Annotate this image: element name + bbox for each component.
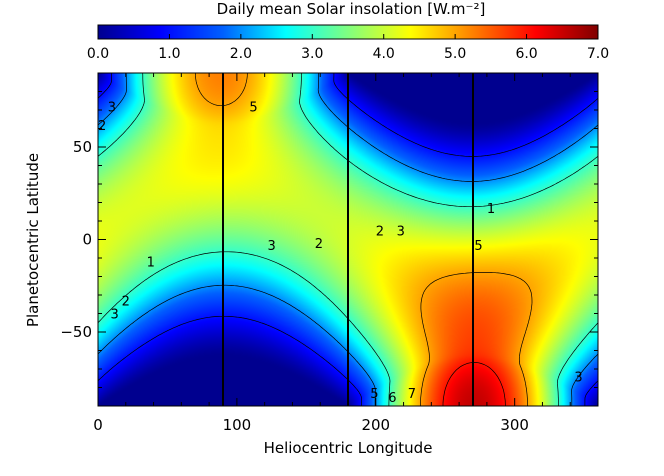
contour-level-5 xyxy=(194,72,533,407)
contour-label: 2 xyxy=(98,119,106,134)
chart-title: Daily mean Solar insolation [W.m⁻²] xyxy=(217,0,486,18)
contour-label: 5 xyxy=(474,239,482,254)
contour-label: 7 xyxy=(408,387,416,402)
contour-label: 1 xyxy=(487,202,495,217)
y-axis-ticks: −50 0 50 xyxy=(60,91,598,388)
colorbar-tick-label: 3.0 xyxy=(301,46,323,62)
contour-label: 3 xyxy=(267,239,275,254)
x-tick-label: 300 xyxy=(500,416,529,434)
contour-label: 6 xyxy=(388,391,396,406)
contour-level-1 xyxy=(97,73,599,406)
colorbar-tick-label: 5.0 xyxy=(444,46,466,62)
x-tick-label: 200 xyxy=(361,416,390,434)
y-tick-label: −50 xyxy=(60,323,92,341)
season-lines xyxy=(222,73,474,406)
contour-label: 3 xyxy=(108,100,116,115)
x-tick-label: 0 xyxy=(93,416,103,434)
y-tick-label: 0 xyxy=(82,231,92,249)
colorbar-tick-label: 4.0 xyxy=(373,46,395,62)
contour-level-6 xyxy=(442,362,506,407)
contour-label: 3 xyxy=(111,308,119,323)
y-axis-label: Planetocentric Latitude xyxy=(24,153,42,327)
colorbar-tick-label: 1.0 xyxy=(158,46,180,62)
contour-label: 2 xyxy=(315,237,323,252)
contour-label: 2 xyxy=(122,295,130,310)
colorbar-ticks: 0.0 1.0 2.0 3.0 4.0 5.0 6.0 7.0 xyxy=(87,34,609,62)
colorbar-tick-label: 7.0 xyxy=(587,46,609,62)
x-axis-label: Heliocentric Longitude xyxy=(264,439,433,457)
colorbar xyxy=(97,24,599,40)
y-tick-label: 50 xyxy=(73,138,92,156)
contour-label: 2 xyxy=(376,224,384,239)
colorbar-tick-label: 0.0 xyxy=(87,46,109,62)
colorbar-tick-label: 2.0 xyxy=(230,46,252,62)
x-tick-label: 100 xyxy=(223,416,252,434)
contour-label: 3 xyxy=(397,224,405,239)
x-axis-ticks: 0 100 200 300 xyxy=(93,73,571,434)
contour-label: 1 xyxy=(147,256,155,271)
contour-label: 5 xyxy=(249,100,257,115)
contour-level-2 xyxy=(97,72,599,406)
contour-label: 3 xyxy=(574,370,582,385)
contour-lines xyxy=(97,72,599,407)
contour-label: 5 xyxy=(370,387,378,402)
colorbar-tick-label: 6.0 xyxy=(515,46,537,62)
